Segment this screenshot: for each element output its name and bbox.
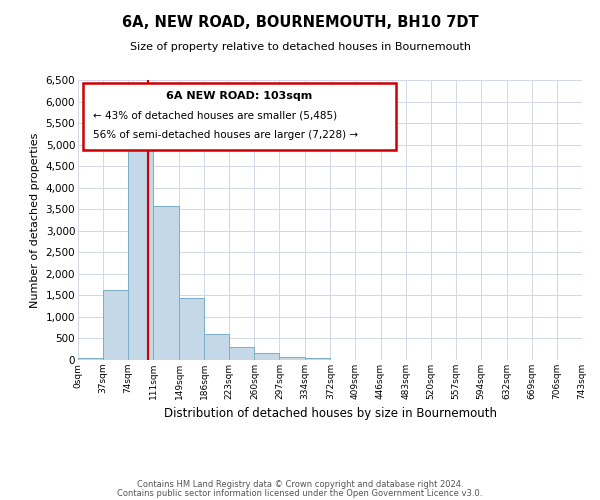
- Bar: [153, 206, 179, 360]
- Bar: [229, 347, 254, 360]
- X-axis label: Distribution of detached houses by size in Bournemouth: Distribution of detached houses by size …: [163, 408, 497, 420]
- Bar: [280, 358, 305, 360]
- Y-axis label: Number of detached properties: Number of detached properties: [30, 132, 40, 308]
- Text: 6A, NEW ROAD, BOURNEMOUTH, BH10 7DT: 6A, NEW ROAD, BOURNEMOUTH, BH10 7DT: [122, 15, 478, 30]
- Bar: [305, 358, 331, 360]
- Text: Contains HM Land Registry data © Crown copyright and database right 2024.: Contains HM Land Registry data © Crown c…: [137, 480, 463, 489]
- Bar: [254, 354, 280, 360]
- Text: ← 43% of detached houses are smaller (5,485): ← 43% of detached houses are smaller (5,…: [93, 111, 337, 121]
- Bar: [204, 334, 229, 360]
- Text: Size of property relative to detached houses in Bournemouth: Size of property relative to detached ho…: [130, 42, 470, 52]
- Text: 6A NEW ROAD: 103sqm: 6A NEW ROAD: 103sqm: [166, 91, 313, 101]
- Text: 56% of semi-detached houses are larger (7,228) →: 56% of semi-detached houses are larger (…: [93, 130, 358, 140]
- Bar: [103, 290, 128, 360]
- Bar: [78, 358, 103, 360]
- Text: Contains public sector information licensed under the Open Government Licence v3: Contains public sector information licen…: [118, 489, 482, 498]
- Bar: [128, 141, 153, 360]
- FancyBboxPatch shape: [83, 83, 395, 150]
- Bar: [179, 298, 204, 360]
